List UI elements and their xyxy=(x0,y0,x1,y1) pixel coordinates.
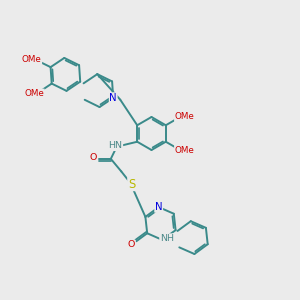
Text: O: O xyxy=(90,153,97,162)
Text: HN: HN xyxy=(109,142,123,151)
Text: O: O xyxy=(128,240,135,249)
Text: N: N xyxy=(155,202,163,212)
Text: OMe: OMe xyxy=(175,146,194,154)
Text: NH: NH xyxy=(160,234,174,243)
Text: S: S xyxy=(128,178,135,190)
Text: OMe: OMe xyxy=(24,89,44,98)
Text: OMe: OMe xyxy=(22,55,42,64)
Text: N: N xyxy=(110,93,117,103)
Text: OMe: OMe xyxy=(175,112,194,122)
